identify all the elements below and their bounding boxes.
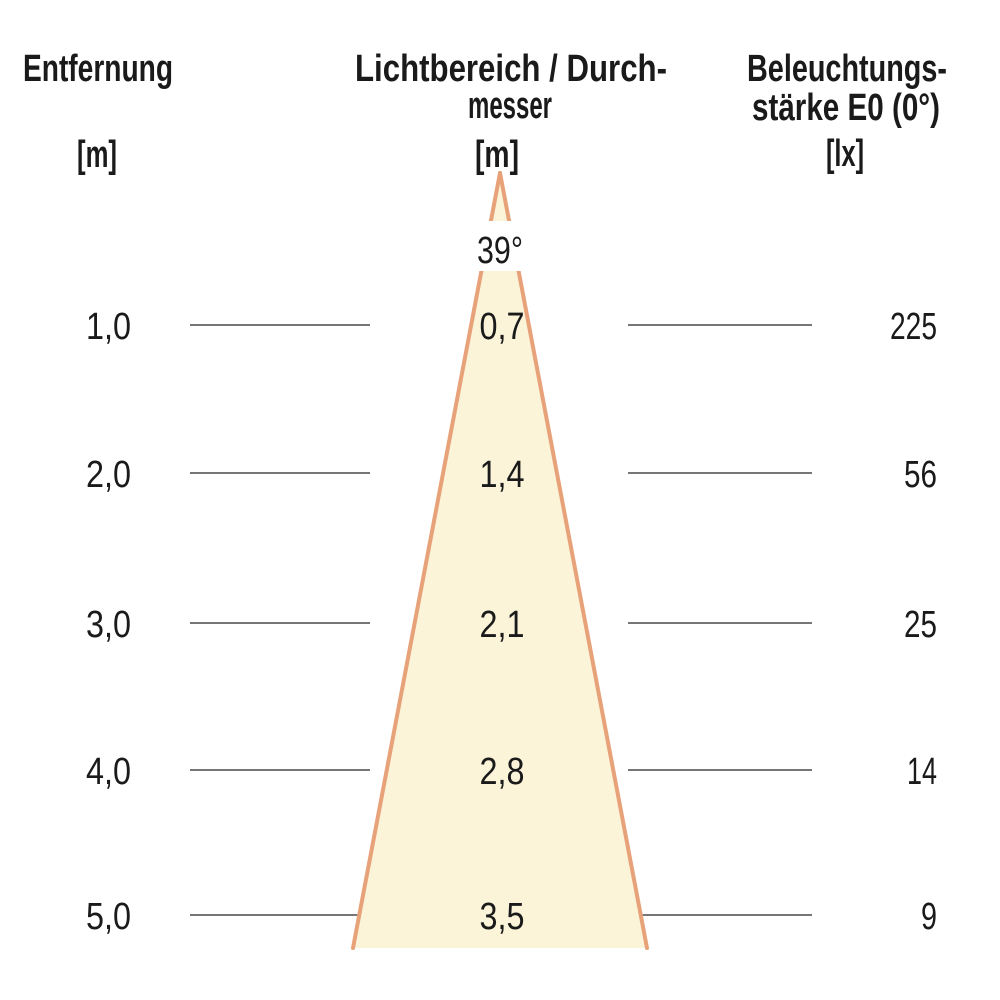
table-row: 2,0 1,4 56 [86,454,937,496]
distance-column-title: Entfernung [23,48,173,90]
column-headers: Entfernung [m] Lichtbereich / Durch- mes… [23,48,947,176]
table-row: 4,0 2,8 14 [86,751,937,793]
row2-diameter-value: 1,4 [480,454,525,496]
row4-illuminance-value: 14 [907,751,937,793]
row5-distance-value: 5,0 [86,896,131,938]
data-rows: 1,0 0,7 225 2,0 1,4 56 3,0 2,1 25 4,0 2,… [86,306,937,938]
table-row: 3,0 2,1 25 [86,604,937,646]
table-row: 1,0 0,7 225 [86,306,937,348]
row1-diameter-value: 0,7 [480,306,525,348]
row3-diameter-value: 2,1 [480,604,525,646]
illuminance-column-title-line1: Beleuchtungs- [747,48,947,90]
row4-diameter-value: 2,8 [480,751,525,793]
distance-column-unit: [m] [77,134,117,176]
beam-column-title-line2: messer [468,85,552,127]
beam-column-title-line1: Lichtbereich / Durch- [355,48,667,90]
row1-distance-value: 1,0 [86,306,131,348]
row3-illuminance-value: 25 [904,604,937,646]
beam-column-unit: [m] [475,134,519,176]
row2-illuminance-value: 56 [904,454,937,496]
row3-distance-value: 3,0 [86,604,131,646]
row2-distance-value: 2,0 [86,454,131,496]
row1-illuminance-value: 225 [890,306,937,348]
row5-illuminance-value: 9 [921,896,937,938]
light-cone-right-edge [498,171,649,950]
table-row: 5,0 3,5 9 [86,896,937,938]
beam-angle-label-gap [440,221,560,271]
light-cone [351,171,649,950]
light-cone-fill [353,173,647,948]
row4-distance-value: 4,0 [86,751,131,793]
illuminance-column-title-line2: stärke E0 (0°) [752,87,940,129]
beam-angle-value: 39° [477,230,523,272]
light-cone-left-edge [351,171,502,950]
illuminance-column-unit: [lx] [826,133,864,175]
reference-lines [190,324,812,916]
row5-diameter-value: 3,5 [480,896,525,938]
